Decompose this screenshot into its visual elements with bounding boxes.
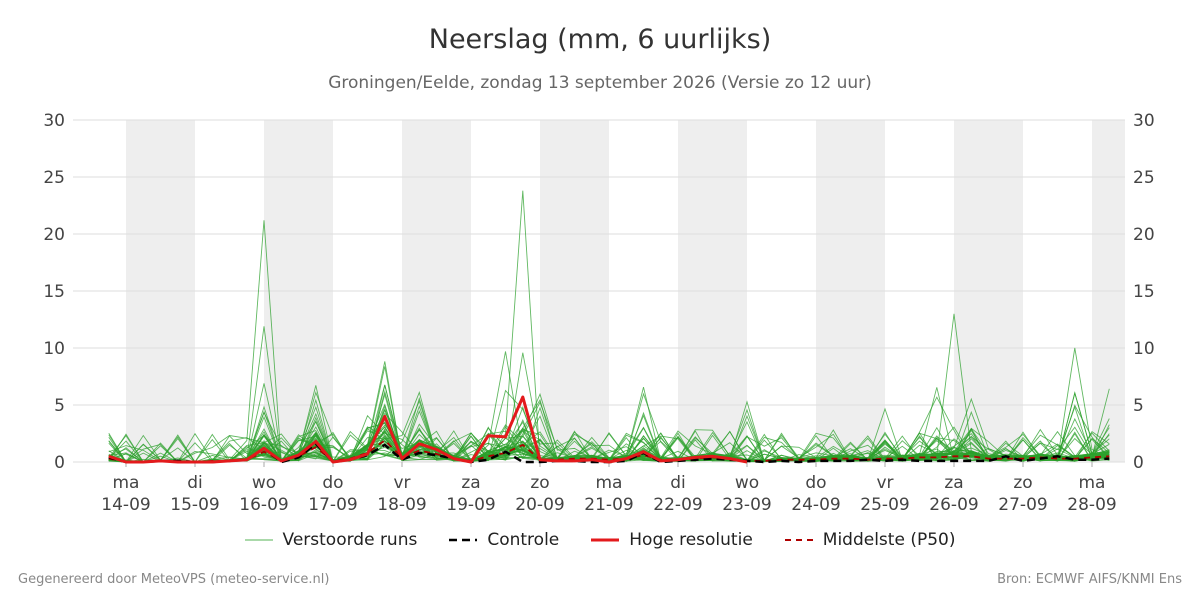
x-tick-date: 21-09 xyxy=(584,495,633,515)
x-tick-date: 22-09 xyxy=(653,495,702,515)
legend-item-control[interactable]: Controle xyxy=(449,530,559,550)
legend-label-hires: Hoge resolutie xyxy=(629,530,753,550)
x-tick-day: wo xyxy=(735,473,759,493)
legend-label-ensemble: Verstoorde runs xyxy=(282,530,418,550)
x-tick-day: ma xyxy=(596,473,623,493)
x-tick-date: 23-09 xyxy=(722,495,771,515)
x-tick-day: do xyxy=(322,473,343,493)
ensemble-member-line xyxy=(108,386,1110,463)
x-tick-day: zo xyxy=(530,473,549,493)
chart-title: Neerslag (mm, 6 uurlijks) xyxy=(428,24,772,55)
y-tick-label-left: 10 xyxy=(43,339,65,359)
x-tick-day: do xyxy=(805,473,826,493)
footer-generator: Gegenereerd door MeteoVPS (meteo-service… xyxy=(18,572,330,587)
x-tick-day: vr xyxy=(876,473,893,493)
x-tick-day: vr xyxy=(393,473,410,493)
legend-item-median[interactable]: Middelste (P50) xyxy=(784,530,956,550)
y-tick-label-left: 15 xyxy=(43,282,65,302)
y-tick-label-left: 25 xyxy=(43,168,65,188)
x-tick-day: za xyxy=(461,473,480,493)
x-tick-day: zo xyxy=(1013,473,1032,493)
x-tick-date: 17-09 xyxy=(308,495,357,515)
y-tick-label-left: 0 xyxy=(54,453,65,473)
x-tick-day: ma xyxy=(113,473,140,493)
x-tick-date: 18-09 xyxy=(377,495,426,515)
chart-legend: Verstoorde runs Controle Hoge resolutie … xyxy=(0,530,1200,550)
y-tick-label-right: 20 xyxy=(1133,225,1155,245)
x-tick-date: 26-09 xyxy=(929,495,978,515)
x-tick-day: di xyxy=(187,473,203,493)
footer-source: Bron: ECMWF AIFS/KNMI Ens xyxy=(997,572,1182,587)
legend-item-ensemble[interactable]: Verstoorde runs xyxy=(244,530,418,550)
x-tick-date: 24-09 xyxy=(791,495,840,515)
y-tick-label-right: 5 xyxy=(1133,396,1144,416)
x-tick-date: 19-09 xyxy=(446,495,495,515)
y-tick-label-right: 15 xyxy=(1133,282,1155,302)
legend-label-median: Middelste (P50) xyxy=(822,530,956,550)
y-tick-label-right: 10 xyxy=(1133,339,1155,359)
y-tick-label-left: 30 xyxy=(43,111,65,131)
x-tick-date: 16-09 xyxy=(239,495,288,515)
legend-label-control: Controle xyxy=(487,530,560,550)
series-line-solid-red xyxy=(108,395,748,464)
y-tick-label-right: 30 xyxy=(1133,111,1155,131)
y-tick-label-left: 20 xyxy=(43,225,65,245)
y-tick-label-left: 5 xyxy=(54,396,65,416)
chart-subtitle: Groningen/Eelde, zondag 13 september 202… xyxy=(328,73,872,93)
x-tick-date: 14-09 xyxy=(101,495,150,515)
x-tick-date: 20-09 xyxy=(515,495,564,515)
x-tick-date: 27-09 xyxy=(998,495,1047,515)
x-tick-day: za xyxy=(944,473,963,493)
x-tick-day: di xyxy=(670,473,686,493)
x-tick-date: 25-09 xyxy=(860,495,909,515)
y-tick-label-right: 25 xyxy=(1133,168,1155,188)
x-tick-date: 15-09 xyxy=(170,495,219,515)
y-tick-label-right: 0 xyxy=(1133,453,1144,473)
x-tick-day: wo xyxy=(252,473,276,493)
legend-item-hires[interactable]: Hoge resolutie xyxy=(591,530,753,550)
x-tick-day: ma xyxy=(1079,473,1106,493)
x-tick-date: 28-09 xyxy=(1067,495,1116,515)
